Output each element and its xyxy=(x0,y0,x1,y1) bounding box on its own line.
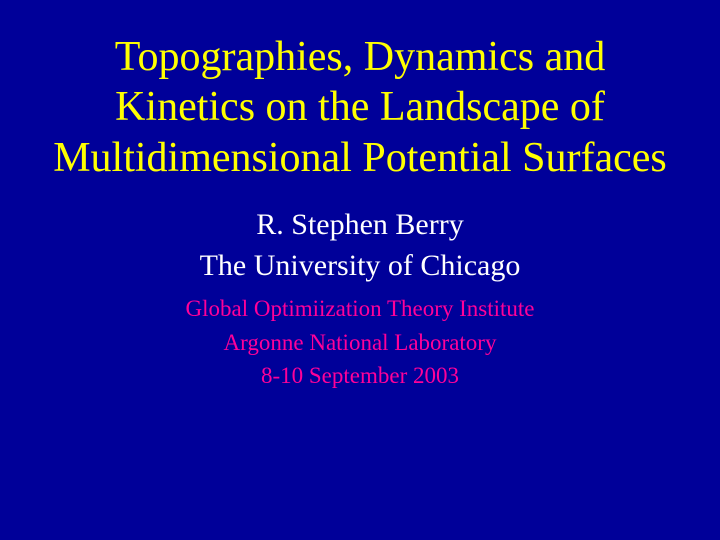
venue-institute: Global Optimiization Theory Institute xyxy=(186,292,535,325)
slide-title: Topographies, Dynamics and Kinetics on t… xyxy=(0,32,720,183)
venue-block: Global Optimiization Theory Institute Ar… xyxy=(186,292,535,392)
venue-laboratory: Argonne National Laboratory xyxy=(186,326,535,359)
author-affiliation: The University of Chicago xyxy=(200,246,521,287)
author-block: R. Stephen Berry The University of Chica… xyxy=(200,205,521,286)
author-name: R. Stephen Berry xyxy=(200,205,521,246)
venue-date: 8-10 September 2003 xyxy=(186,359,535,392)
